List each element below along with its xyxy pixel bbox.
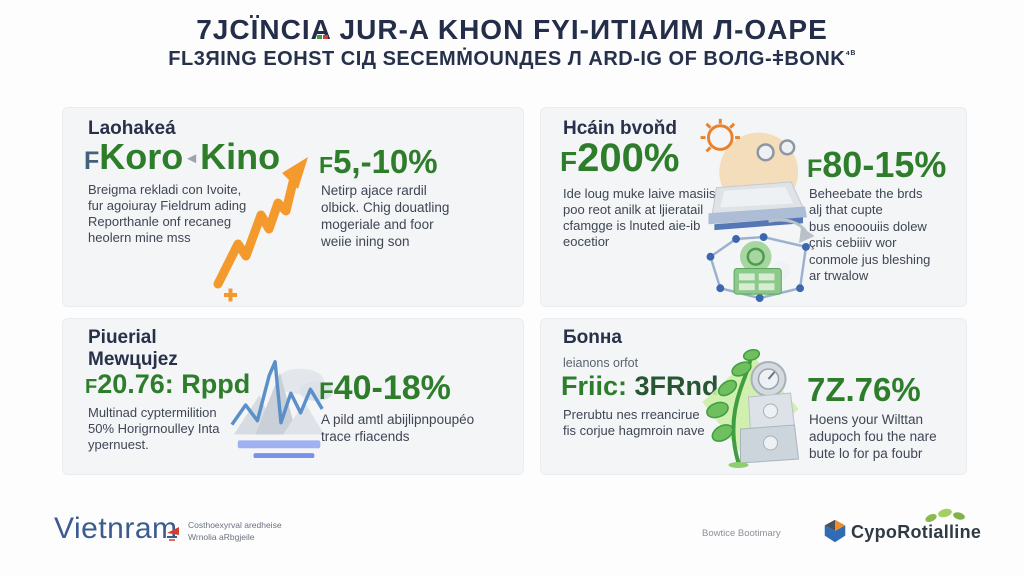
brand-wordmark: Vietnram [54, 512, 178, 545]
green-growth-machine-illustration [702, 348, 800, 468]
card-tl-stat-description: Netirp ajace rardil olbick. Chig douatli… [321, 183, 450, 249]
left-arrow-glyph-icon: ◄ [184, 150, 200, 167]
underline-bars [237, 440, 321, 459]
flag-icon [167, 527, 179, 541]
card-br-main-value: Friic: 3FRnd [561, 371, 719, 401]
card-br-subheading: leianons orfot [563, 356, 639, 370]
card-tl-stat-value: F5,-10% [319, 143, 438, 180]
card-tr-description: Ide loug muke laive masiis poo reot anil… [563, 186, 716, 249]
card-top-right: Hcáin bvoňd F200% Ide loug muke laive ma… [540, 107, 967, 307]
cube-logo-icon [824, 519, 846, 543]
machine-icon [740, 361, 800, 464]
economy-network-illustration [700, 118, 814, 303]
card-bottom-left: Piuerial Mewцujez F20.76: Rppd Multinad … [62, 318, 524, 475]
card-tr-main-value: F200% [560, 136, 680, 180]
card-bl-description: Multinad cyptermilition 50% Horigrnoulle… [88, 405, 220, 452]
mountain-chart-icon [230, 360, 334, 459]
growth-arrow-icon [213, 157, 308, 302]
card-br-description: Prerubtu nes rreancirue fis corjue hagmr… [563, 407, 705, 438]
card-bottom-right: Бonнa leianons orfot Friic: 3FRnd Prerub… [540, 318, 967, 475]
plus-icon [224, 288, 237, 302]
subtitle-text: FL3ЯING ЕOHST CIД SECEMṀOUNДES Л ARD-IG … [168, 48, 846, 70]
plant-vine-icon [706, 348, 761, 468]
card-tr-stat-description: Beheebate the brds alj that cupte bus en… [809, 186, 931, 283]
card-br-stat-description: Hoens your Wilttan adupoch fou the nare … [809, 412, 937, 461]
card-br-heading: Бonнa [563, 327, 622, 348]
page-subtitle: FL3ЯING ЕOHST CIД SECEMṀOUNДES Л ARD-IG … [0, 48, 1024, 71]
leaves-icon [925, 508, 965, 523]
card-bl-stat-value: F40-18% [319, 369, 451, 407]
footer-credit: Bowtice Bootimary [702, 528, 781, 539]
chart-line-icon [230, 360, 324, 426]
page-title: 7JCÏNCIA JUR-A KHON FYI-ИTIAИM Л-OAPE [196, 14, 828, 45]
card-bl-heading: Piuerial Mewцujez [88, 327, 178, 370]
sun-icon [700, 118, 740, 153]
card-bl-stat-description: A pild amtl abijlipnpoupéo trace rfiacen… [321, 412, 475, 444]
eyes-icon [756, 139, 796, 162]
card-tl-main-value: FKoro◄Kino [84, 136, 281, 177]
card-top-left: Laohakeá FKoro◄Kino Breigma rekladi con … [62, 107, 524, 307]
card-tl-heading: Laohakeá [88, 118, 176, 139]
brand-tagline: Costhoexyrval aredheise Wrnolia aRbgjeil… [188, 520, 282, 542]
subtitle-superscript: ⁴ᴮ [845, 49, 856, 61]
money-icon [733, 240, 791, 295]
card-tr-stat-value: F80-15% [807, 144, 947, 185]
title-accent-icon [317, 26, 328, 44]
card-tl-main-prefix: F [84, 147, 100, 175]
card-br-stat-value: 7Z.76% [807, 371, 921, 408]
card-tr-heading: Hcáin bvoňd [563, 118, 678, 139]
card-tl-description: Breigma rekladi con Ivoite, fur agoiuray… [88, 182, 247, 245]
card-bl-main-value: F20.76: Rppd [85, 369, 251, 399]
logo-wordmark: CypoRotialline [851, 522, 982, 542]
